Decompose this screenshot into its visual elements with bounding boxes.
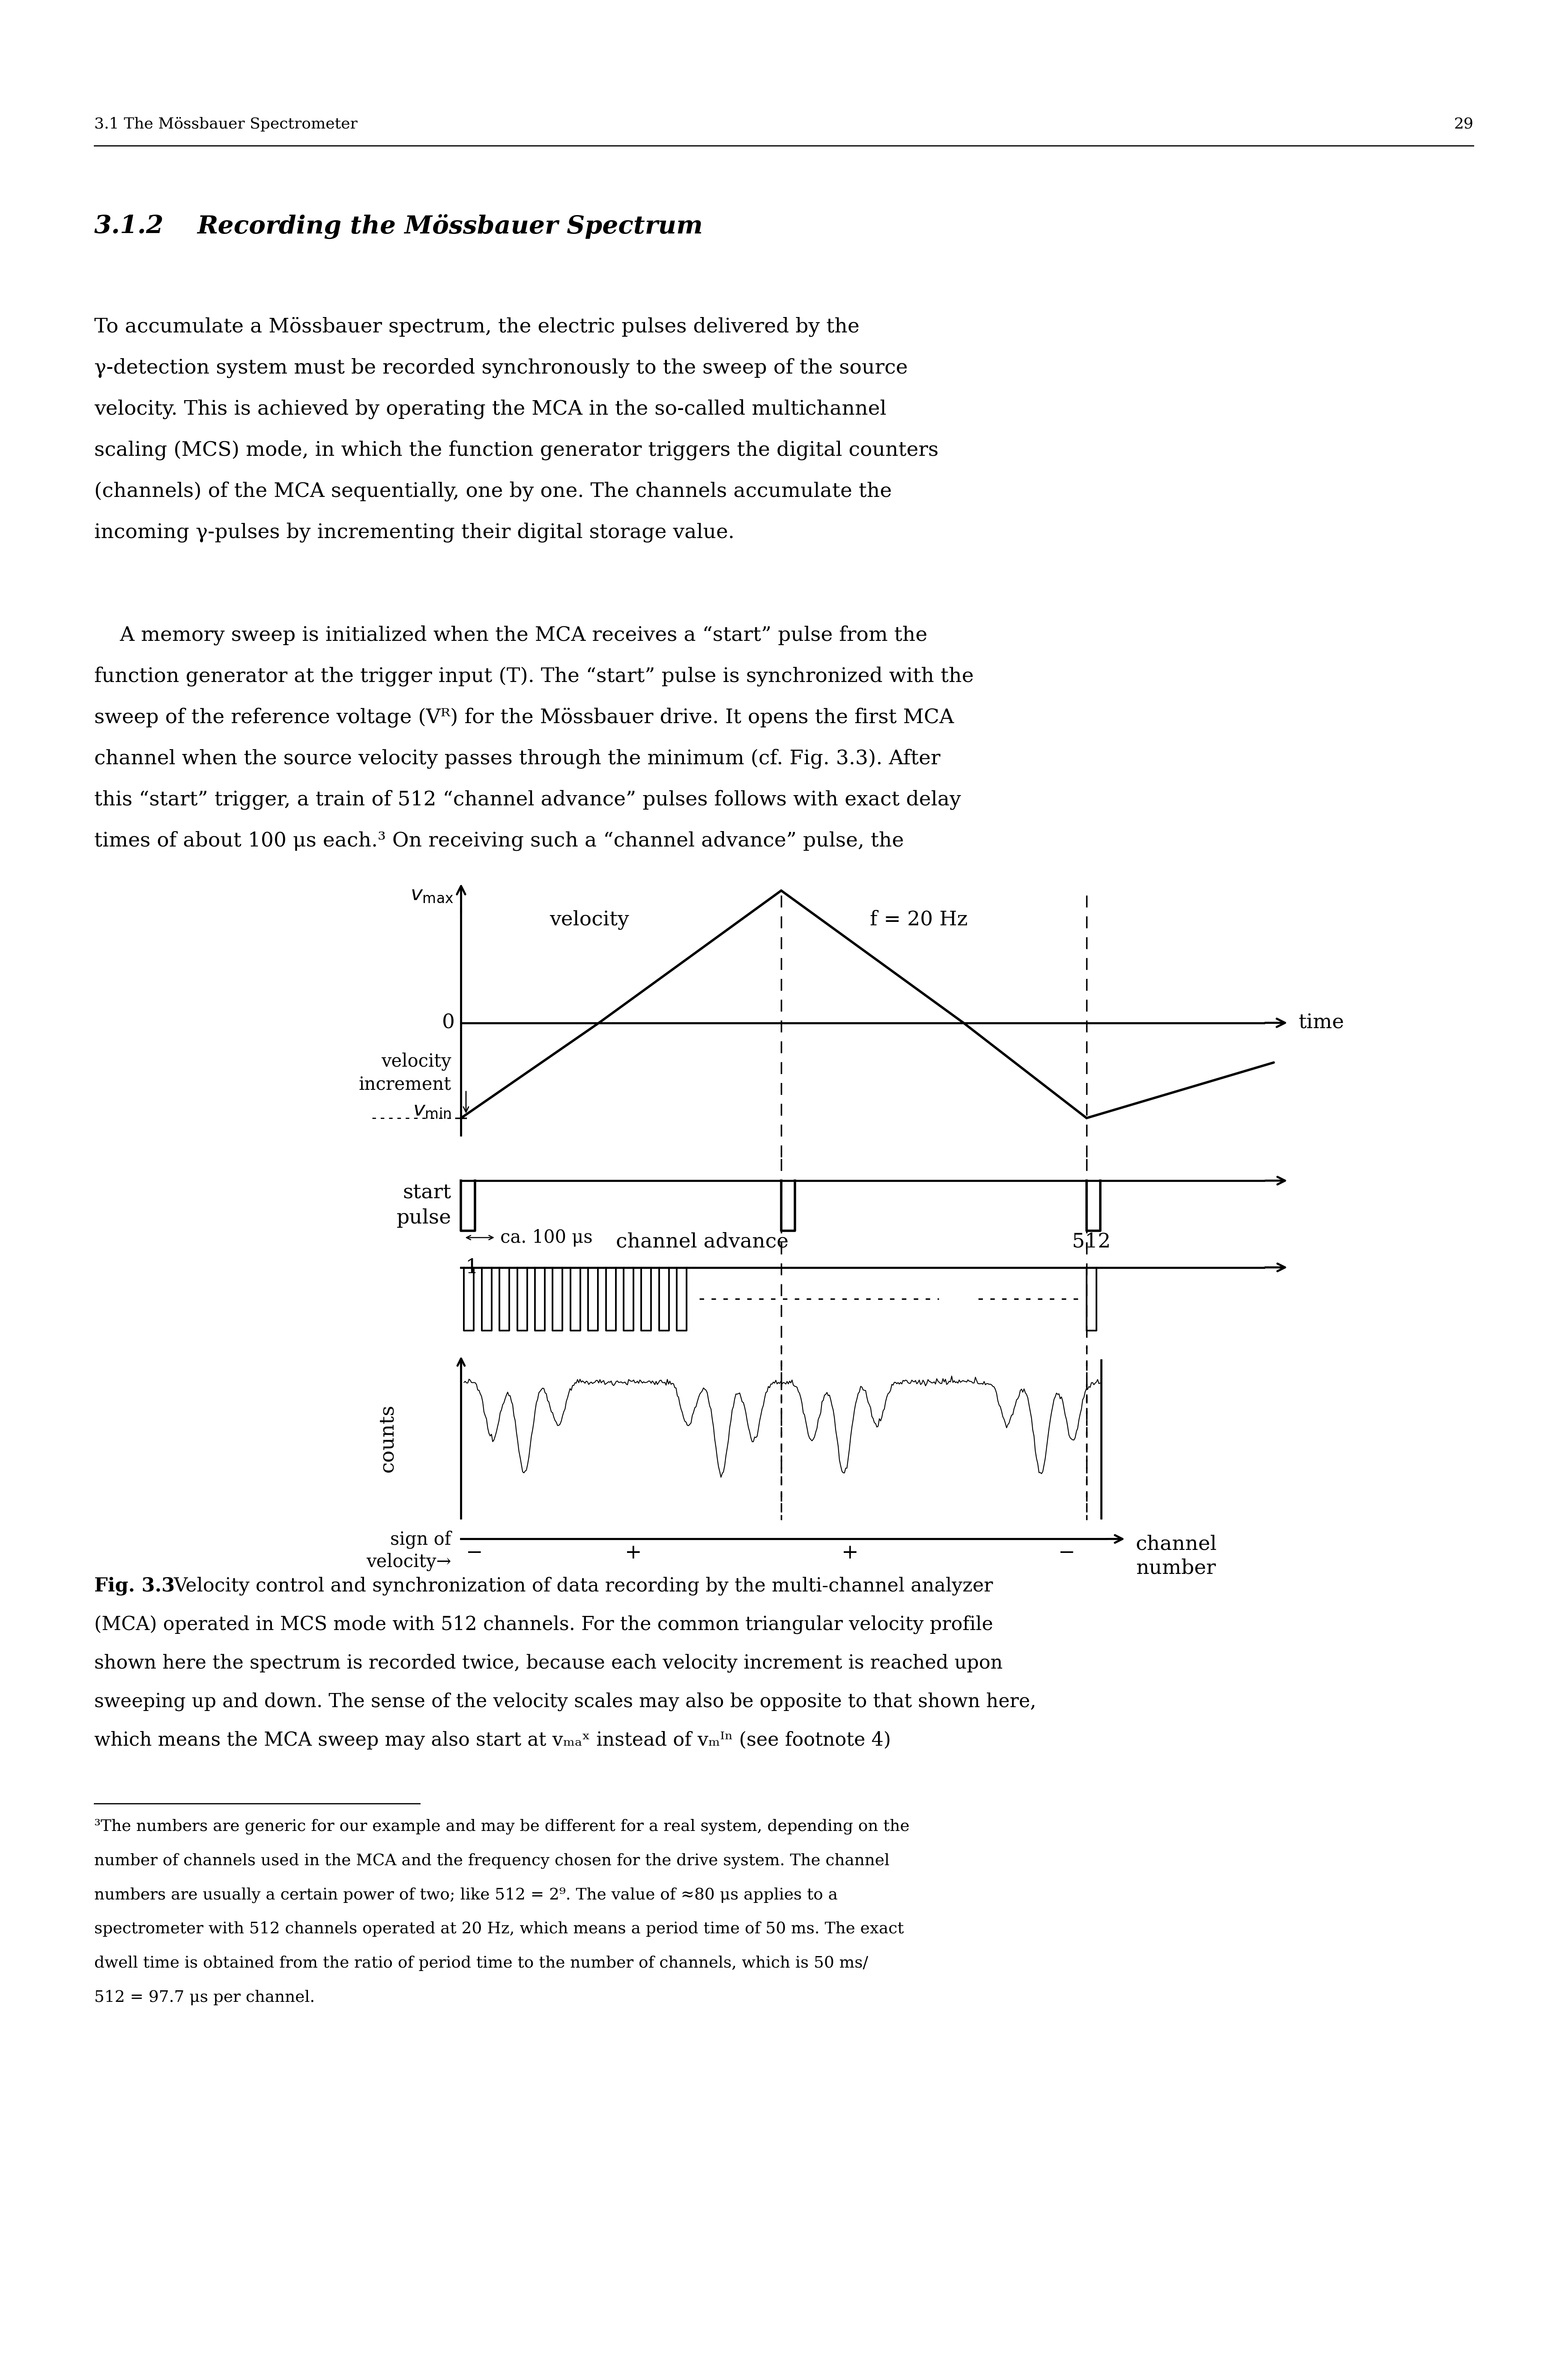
Text: f = 20 Hz: f = 20 Hz: [870, 911, 967, 930]
Text: scaling (MCS) mode, in which the function generator triggers the digital counter: scaling (MCS) mode, in which the functio…: [94, 440, 938, 461]
Text: 512 = 97.7 μs per channel.: 512 = 97.7 μs per channel.: [94, 1990, 315, 2005]
Text: γ-detection system must be recorded synchronously to the sweep of the source: γ-detection system must be recorded sync…: [94, 359, 908, 378]
Text: velocity
increment: velocity increment: [359, 1051, 452, 1094]
Text: To accumulate a Mössbauer spectrum, the electric pulses delivered by the: To accumulate a Mössbauer spectrum, the …: [94, 316, 859, 338]
Text: shown here the spectrum is recorded twice, because each velocity increment is re: shown here the spectrum is recorded twic…: [94, 1653, 1002, 1672]
Text: (channels) of the MCA sequentially, one by one. The channels accumulate the: (channels) of the MCA sequentially, one …: [94, 480, 892, 502]
Text: Velocity control and synchronization of data recording by the multi-channel anal: Velocity control and synchronization of …: [174, 1577, 993, 1596]
Text: 3.1.2: 3.1.2: [94, 214, 163, 238]
Text: time: time: [1298, 1013, 1344, 1032]
Text: 29: 29: [1454, 117, 1472, 131]
Text: 512: 512: [1073, 1232, 1110, 1251]
Text: −: −: [1058, 1543, 1076, 1562]
Text: spectrometer with 512 channels operated at 20 Hz, which means a period time of 5: spectrometer with 512 channels operated …: [94, 1921, 903, 1936]
Text: +: +: [624, 1543, 641, 1562]
Text: −: −: [466, 1543, 483, 1562]
Text: function generator at the trigger input (T). The “start” pulse is synchronized w: function generator at the trigger input …: [94, 666, 974, 687]
Text: +: +: [842, 1543, 858, 1562]
Text: $v_\mathrm{min}$: $v_\mathrm{min}$: [412, 1101, 452, 1120]
Text: 3.1 The Mössbauer Spectrometer: 3.1 The Mössbauer Spectrometer: [94, 117, 358, 131]
Text: times of about 100 μs each.³ On receiving such a “channel advance” pulse, the: times of about 100 μs each.³ On receivin…: [94, 830, 903, 851]
Text: A memory sweep is initialized when the MCA receives a “start” pulse from the: A memory sweep is initialized when the M…: [94, 625, 927, 644]
Text: $v_\mathrm{max}$: $v_\mathrm{max}$: [409, 885, 453, 904]
Text: counts: counts: [378, 1403, 397, 1472]
Text: numbers are usually a certain power of two; like 512 = 2⁹. The value of ≈80 μs a: numbers are usually a certain power of t…: [94, 1888, 837, 1902]
Text: 0: 0: [442, 1013, 455, 1032]
Text: this “start” trigger, a train of 512 “channel advance” pulses follows with exact: this “start” trigger, a train of 512 “ch…: [94, 789, 961, 811]
Text: velocity. This is achieved by operating the MCA in the so-called multichannel: velocity. This is achieved by operating …: [94, 400, 886, 419]
Text: velocity: velocity: [549, 911, 629, 930]
Text: dwell time is obtained from the ratio of period time to the number of channels, : dwell time is obtained from the ratio of…: [94, 1955, 869, 1971]
Text: 1: 1: [464, 1258, 478, 1277]
Text: Fig. 3.3: Fig. 3.3: [94, 1577, 182, 1596]
Text: ³The numbers are generic for our example and may be different for a real system,: ³The numbers are generic for our example…: [94, 1819, 909, 1833]
Text: sweeping up and down. The sense of the velocity scales may also be opposite to t: sweeping up and down. The sense of the v…: [94, 1693, 1036, 1710]
Text: (MCA) operated in MCS mode with 512 channels. For the common triangular velocity: (MCA) operated in MCS mode with 512 chan…: [94, 1615, 993, 1634]
Text: start
pulse: start pulse: [397, 1182, 452, 1227]
Text: channel
number: channel number: [1135, 1534, 1217, 1579]
Text: channel when the source velocity passes through the minimum (cf. Fig. 3.3). Afte: channel when the source velocity passes …: [94, 749, 941, 768]
Text: ca. 100 μs: ca. 100 μs: [500, 1229, 593, 1246]
Text: number of channels used in the MCA and the frequency chosen for the drive system: number of channels used in the MCA and t…: [94, 1852, 889, 1869]
Text: sweep of the reference voltage (Vᴿ) for the Mössbauer drive. It opens the first : sweep of the reference voltage (Vᴿ) for …: [94, 709, 953, 728]
Text: channel advance: channel advance: [616, 1232, 789, 1251]
Text: Recording the Mössbauer Spectrum: Recording the Mössbauer Spectrum: [198, 214, 702, 240]
Text: incoming γ-pulses by incrementing their digital storage value.: incoming γ-pulses by incrementing their …: [94, 523, 734, 542]
Text: sign of
velocity→: sign of velocity→: [365, 1531, 452, 1572]
Text: which means the MCA sweep may also start at vₘₐˣ instead of vₘᴵⁿ (see footnote 4: which means the MCA sweep may also start…: [94, 1731, 891, 1750]
